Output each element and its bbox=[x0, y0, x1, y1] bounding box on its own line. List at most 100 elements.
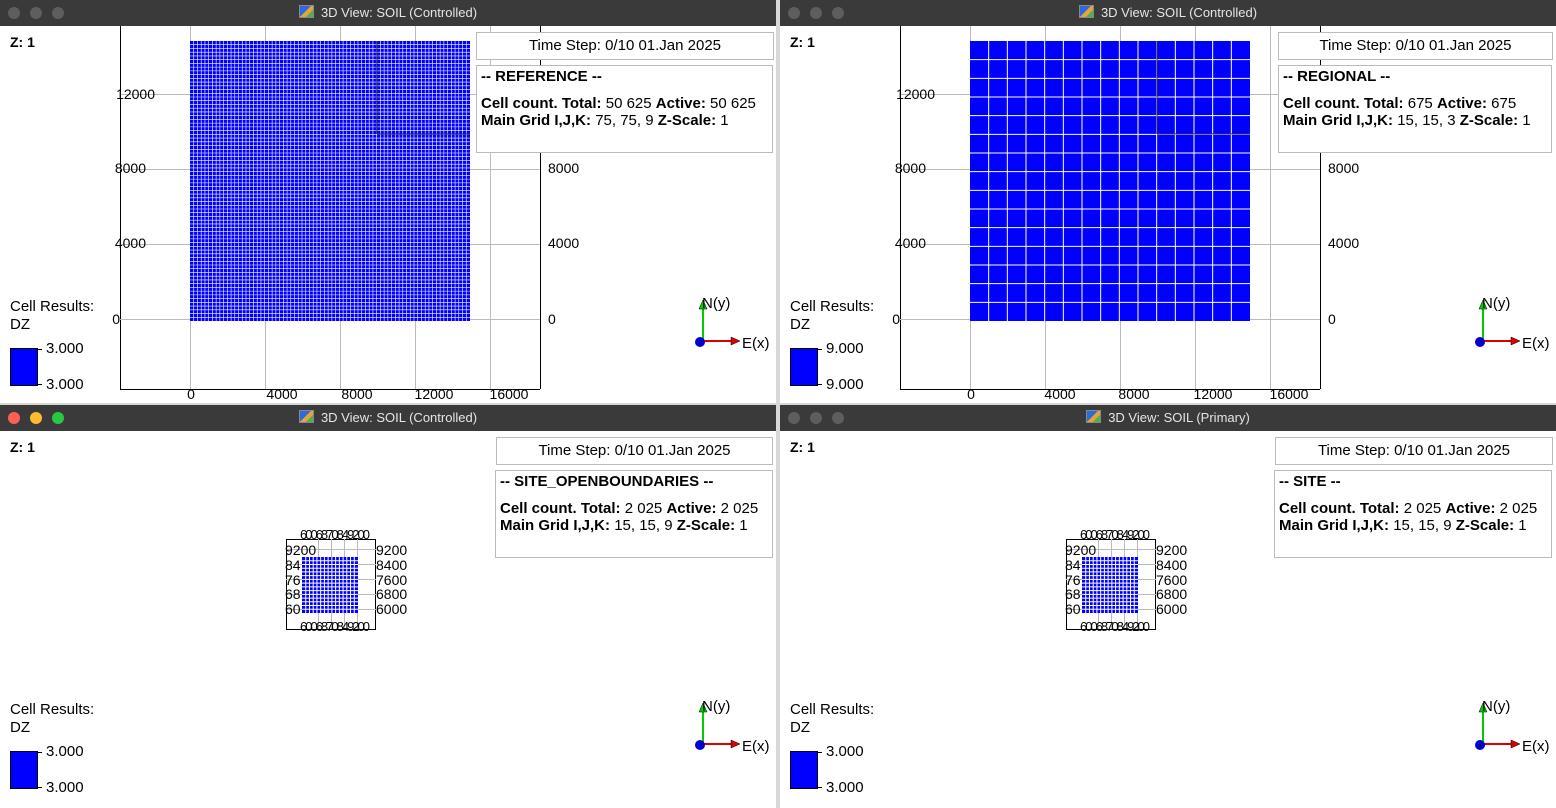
view-window-site-openboundaries[interactable]: 3D View: SOIL (Controlled) 6006870849200… bbox=[0, 405, 776, 808]
minimize-dot-icon[interactable] bbox=[30, 412, 42, 424]
y-tick-label: 6800 bbox=[1156, 586, 1187, 602]
minimize-dot-icon[interactable] bbox=[810, 412, 822, 424]
main-grid-line: Main Grid I,J,K: 15, 15, 9 Z-Scale: 1 bbox=[1279, 517, 1527, 534]
zoom-dot-icon[interactable] bbox=[832, 412, 844, 424]
app-icon bbox=[298, 410, 314, 423]
zoom-dot-icon[interactable] bbox=[832, 7, 844, 19]
y-tick-label: 4000 bbox=[115, 235, 146, 251]
axis-label-east: E(x) bbox=[742, 335, 770, 352]
case-name: -- REFERENCE -- bbox=[481, 68, 602, 85]
title-bar[interactable]: 3D View: SOIL (Controlled) bbox=[0, 0, 776, 26]
view-window-reference[interactable]: 3D View: SOIL (Controlled) 0 4000 8000 1… bbox=[0, 0, 776, 403]
close-dot-icon[interactable] bbox=[788, 7, 800, 19]
axis-cross-icon: N(y) E(x) bbox=[1475, 295, 1550, 352]
x-tick-labels: 6006870849200 6006870849200 bbox=[1080, 527, 1152, 634]
minimize-dot-icon[interactable] bbox=[30, 7, 42, 19]
legend-color-bar bbox=[10, 348, 38, 386]
legend-color-bar bbox=[10, 751, 38, 789]
case-name: -- SITE_OPENBOUNDARIES -- bbox=[500, 473, 714, 490]
y-tick-label: 8000 bbox=[548, 160, 579, 176]
time-step-box: Time Step: 0/10 01.Jan 2025 bbox=[476, 32, 774, 60]
grid-plot[interactable]: 0 4000 8000 12000 16000 0 4000 8000 1200… bbox=[0, 0, 776, 403]
main-grid-line: Main Grid I,J,K: 75, 75, 9 Z-Scale: 1 bbox=[481, 112, 729, 129]
view-window-site[interactable]: 3D View: SOIL (Primary) 6006870849200 60… bbox=[780, 405, 1556, 808]
main-grid-line: Main Grid I,J,K: 15, 15, 9 Z-Scale: 1 bbox=[500, 517, 748, 534]
case-info-box: -- REGIONAL -- Cell count. Total: 675 Ac… bbox=[1278, 65, 1552, 153]
zoom-dot-icon[interactable] bbox=[52, 412, 64, 424]
cell-grid bbox=[302, 557, 358, 613]
y-tick-labels-left: 0 4000 8000 12000 bbox=[112, 86, 155, 327]
app-icon bbox=[1078, 5, 1094, 18]
x-tick-label: 12000 bbox=[415, 386, 454, 402]
grid-plot[interactable]: 0 4000 8000 12000 16000 0 4000 8000 1200… bbox=[780, 0, 1556, 403]
y-tick-labels-left: 9200 84 76 68 60 bbox=[1065, 542, 1096, 617]
x-tick-label: 0 bbox=[967, 386, 975, 402]
title-bar[interactable]: 3D View: SOIL (Controlled) bbox=[0, 405, 776, 431]
y-tick-label: 9200 bbox=[376, 542, 407, 558]
axis-label-north: N(y) bbox=[702, 698, 730, 715]
cell-count-line: Cell count. Total: 675 Active: 675 bbox=[1283, 95, 1517, 112]
axis-cross-icon: N(y) E(x) bbox=[695, 698, 770, 755]
legend-min-value: 9.000 bbox=[826, 376, 864, 393]
case-name: -- SITE -- bbox=[1279, 473, 1341, 490]
close-dot-icon[interactable] bbox=[8, 7, 20, 19]
x-tick-labels: 0 4000 8000 12000 16000 bbox=[967, 386, 1309, 402]
app-icon bbox=[298, 5, 314, 18]
x-tick-label: 16000 bbox=[490, 386, 529, 402]
cell-grid-fill bbox=[190, 41, 470, 321]
title-bar[interactable]: 3D View: SOIL (Primary) bbox=[780, 405, 1556, 431]
y-tick-label: 8000 bbox=[115, 160, 146, 176]
legend-max-value: 9.000 bbox=[826, 340, 864, 357]
lgr-outline bbox=[1156, 41, 1250, 135]
axis-cross-icon: N(y) E(x) bbox=[695, 295, 770, 352]
legend-max-value: 3.000 bbox=[826, 743, 864, 760]
cell-grid-lines bbox=[970, 41, 1250, 321]
legend-min-value: 3.000 bbox=[46, 376, 84, 393]
title-bar[interactable]: 3D View: SOIL (Controlled) bbox=[780, 0, 1556, 26]
y-tick-label: 76 bbox=[285, 572, 301, 588]
legend-title: Cell Results: DZ bbox=[790, 298, 875, 333]
legend-title: Cell Results: DZ bbox=[790, 701, 875, 736]
axis-label-north: N(y) bbox=[1482, 698, 1510, 715]
cell-grid-lines bbox=[190, 41, 470, 321]
x-tick-label-overlap-bottom: 6006870849200 bbox=[300, 619, 370, 634]
cell-grid bbox=[1082, 557, 1138, 613]
cell-grid-lines bbox=[302, 557, 358, 613]
case-name: -- REGIONAL -- bbox=[1283, 68, 1391, 85]
y-tick-label: 68 bbox=[285, 586, 301, 602]
y-tick-label: 12000 bbox=[896, 86, 935, 102]
y-tick-label: 4000 bbox=[1328, 235, 1359, 251]
x-tick-label: 12000 bbox=[1194, 386, 1233, 402]
axis-label-north: N(y) bbox=[702, 295, 730, 312]
legend-title: Cell Results: DZ bbox=[10, 298, 95, 333]
x-tick-label: 4000 bbox=[1044, 386, 1075, 402]
y-tick-label: 12000 bbox=[116, 86, 155, 102]
y-tick-label: 9200 bbox=[285, 542, 316, 558]
zoom-dot-icon[interactable] bbox=[52, 7, 64, 19]
x-tick-label: 4000 bbox=[266, 386, 297, 402]
y-tick-label: 8400 bbox=[376, 557, 407, 573]
close-dot-icon[interactable] bbox=[788, 412, 800, 424]
y-tick-label: 8000 bbox=[895, 160, 926, 176]
cell-grid-fill bbox=[970, 41, 1250, 321]
close-dot-icon[interactable] bbox=[8, 412, 20, 424]
main-grid-line: Main Grid I,J,K: 15, 15, 3 Z-Scale: 1 bbox=[1283, 112, 1531, 129]
window-title: 3D View: SOIL (Primary) bbox=[1108, 410, 1250, 425]
axis-label-east: E(x) bbox=[742, 738, 770, 755]
y-tick-label: 68 bbox=[1065, 586, 1081, 602]
grid-plot[interactable]: 6006870849200 6006870849200 9200 84 76 6… bbox=[780, 405, 1556, 808]
window-title: 3D View: SOIL (Controlled) bbox=[320, 5, 478, 20]
axis-label-north: N(y) bbox=[1482, 295, 1510, 312]
minimize-dot-icon[interactable] bbox=[810, 7, 822, 19]
legend-color-bar bbox=[790, 751, 818, 789]
z-level-label: Z: 1 bbox=[10, 439, 35, 455]
y-tick-label: 9200 bbox=[1156, 542, 1187, 558]
view-window-regional[interactable]: 3D View: SOIL (Controlled) 0 4000 8000 1… bbox=[780, 0, 1556, 403]
grid-plot[interactable]: 6006870849200 6006870849200 9200 84 76 6… bbox=[0, 405, 776, 808]
y-tick-label: 4000 bbox=[548, 235, 579, 251]
legend-color-bar bbox=[790, 348, 818, 386]
y-tick-label: 8400 bbox=[1156, 557, 1187, 573]
y-tick-label: 0 bbox=[548, 311, 556, 327]
y-tick-label: 7600 bbox=[376, 572, 407, 588]
cell-count-line: Cell count. Total: 50 625 Active: 50 625 bbox=[481, 95, 756, 112]
